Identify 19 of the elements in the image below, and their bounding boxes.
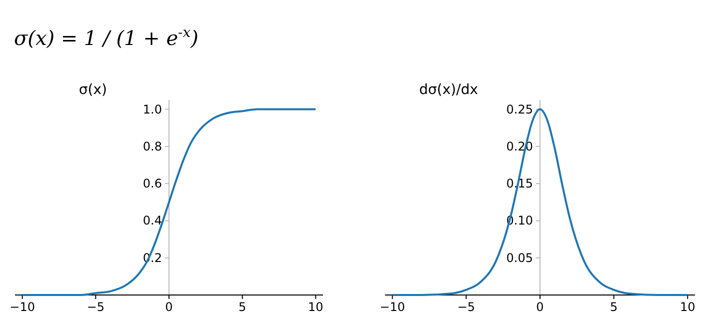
y-tick-label: 0.6 [142,176,162,191]
y-tick-label: 0.8 [142,139,162,154]
x-tick-label: −5 [457,300,476,314]
x-tick-label: −5 [86,300,105,314]
chart-title: σ(x) = 1 / (1 + e$^{-x}$) [14,25,198,50]
x-tick-label: 5 [238,300,246,314]
y-axis-title: dσ(x)/dx [419,82,478,98]
y-tick-label: 0.4 [142,214,162,228]
y-tick-label: 0.05 [506,250,533,265]
x-tick-label: 5 [610,300,618,314]
x-tick-label: 0 [536,300,544,314]
x-tick-label: 10 [680,300,696,314]
y-tick-label: 0.25 [506,102,533,116]
x-tick-label: −10 [10,300,35,314]
x-tick-label: 10 [308,300,324,314]
y-tick-label: 1.0 [142,102,162,116]
x-tick-label: 0 [165,300,173,314]
x-tick-label: −10 [380,300,406,314]
y-axis-title: σ(x) [78,82,107,98]
